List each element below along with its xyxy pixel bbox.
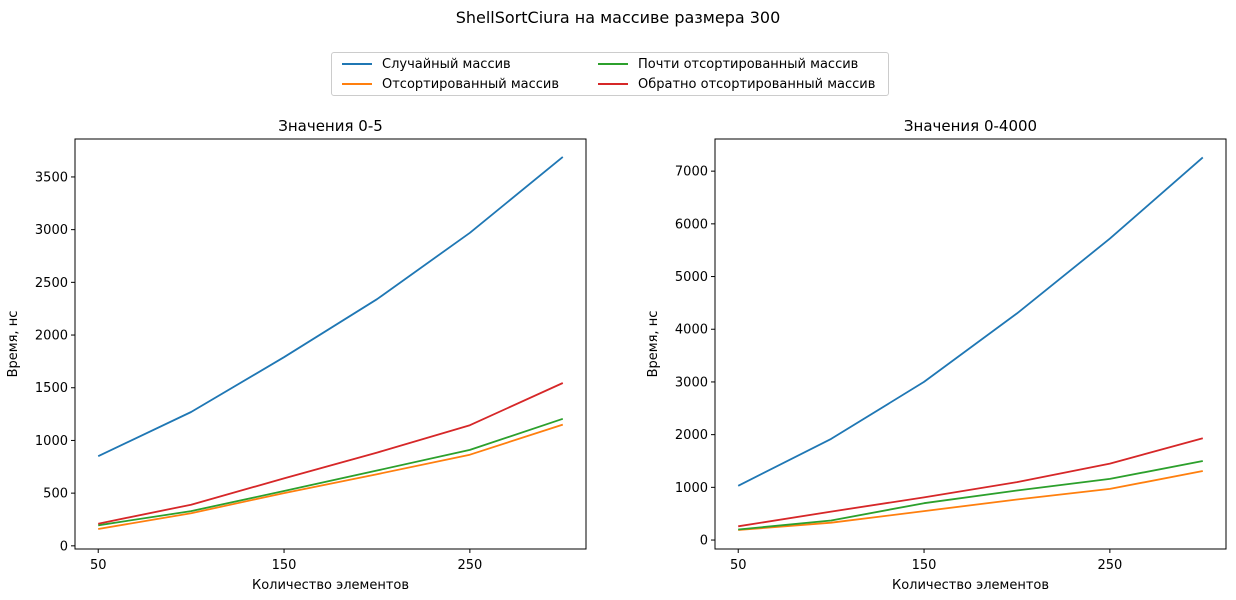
legend-swatch-almost-sorted <box>598 62 628 65</box>
legend-label-almost-sorted: Почти отсортированный массив <box>638 57 859 72</box>
series-line-almost-sorted-chart-1 <box>98 417 564 527</box>
x-tick-label-150-chart-1: 150 <box>272 558 297 573</box>
series-line-sorted-chart-2 <box>738 470 1203 531</box>
legend-entry-sorted: Отсортированный массив <box>342 75 559 95</box>
y-tick-label-0-chart-1: 0 <box>60 539 68 554</box>
series-line-random-chart-1 <box>97 156 564 458</box>
x-axis-label-chart-1: Количество элементов <box>252 578 409 593</box>
y-tick-label-2000-chart-2: 2000 <box>675 428 708 443</box>
y-tick-label-3000-chart-1: 3000 <box>35 223 68 238</box>
legend: Случайный массив Отсортированный массив … <box>331 52 889 96</box>
y-tick-label-5000-chart-2: 5000 <box>675 270 708 285</box>
legend-label-reverse-sorted: Обратно отсортированный массив <box>638 77 876 92</box>
axes-frame-chart-2 <box>714 138 1227 550</box>
y-tick-label-4000-chart-2: 4000 <box>675 323 708 338</box>
series-line-reverse-sorted-chart-2 <box>738 437 1204 528</box>
x-tick-label-50-chart-1: 50 <box>90 558 107 573</box>
chart-title-1: Значения 0-5 <box>278 117 383 135</box>
axes-frame-chart-1 <box>74 138 587 550</box>
chart-title-2: Значения 0-4000 <box>904 117 1037 135</box>
y-tick-label-500-chart-1: 500 <box>43 487 68 502</box>
legend-entry-reverse-sorted: Обратно отсортированный массив <box>598 75 875 95</box>
y-tick-label-3000-chart-2: 3000 <box>675 375 708 390</box>
y-tick-label-7000-chart-2: 7000 <box>675 165 708 180</box>
legend-entry-almost-sorted: Почти отсортированный массив <box>598 55 858 75</box>
y-tick-label-2000-chart-1: 2000 <box>35 329 68 344</box>
legend-label-sorted: Отсортированный массив <box>382 77 560 92</box>
y-tick-label-1000-chart-1: 1000 <box>35 434 68 449</box>
series-line-reverse-sorted-chart-1 <box>98 382 564 525</box>
legend-entry-random: Случайный массив <box>342 55 511 75</box>
x-tick-label-50-chart-2: 50 <box>730 558 747 573</box>
figure-title: ShellSortCiura на массиве размера 300 <box>455 8 781 27</box>
legend-label-random: Случайный массив <box>382 57 511 72</box>
x-tick-label-250-chart-1: 250 <box>457 558 482 573</box>
series-line-sorted-chart-1 <box>98 423 564 530</box>
y-tick-label-6000-chart-2: 6000 <box>675 217 708 232</box>
x-tick-label-250-chart-2: 250 <box>1097 558 1122 573</box>
y-tick-label-3500-chart-1: 3500 <box>35 170 68 185</box>
x-tick-label-150-chart-2: 150 <box>912 558 937 573</box>
y-tick-label-1500-chart-1: 1500 <box>35 381 68 396</box>
y-tick-label-0-chart-2: 0 <box>700 534 708 549</box>
y-axis-label-chart-2: Время, нс <box>646 311 661 378</box>
legend-swatch-sorted <box>342 82 372 85</box>
series-line-random-chart-2 <box>737 156 1204 487</box>
y-tick-label-2500-chart-1: 2500 <box>35 276 68 291</box>
legend-swatch-random <box>342 62 372 65</box>
y-tick-label-1000-chart-2: 1000 <box>675 481 708 496</box>
series-line-almost-sorted-chart-2 <box>738 460 1203 531</box>
y-axis-label-chart-1: Время, нс <box>6 311 21 378</box>
x-axis-label-chart-2: Количество элементов <box>892 578 1049 593</box>
legend-swatch-reverse-sorted <box>598 82 628 85</box>
